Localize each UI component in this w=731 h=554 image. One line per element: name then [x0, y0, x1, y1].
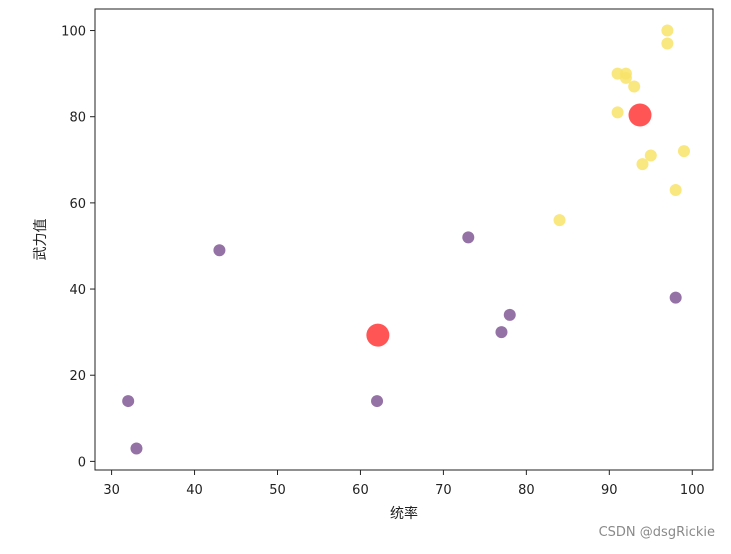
- x-tick-label: 30: [103, 483, 120, 498]
- y-tick-label: 80: [69, 111, 86, 126]
- y-axis-ticks: 0 20 40 60 80 100: [61, 25, 95, 470]
- y-axis-label: 武力值: [33, 219, 49, 261]
- plot-frame: [94, 8, 714, 471]
- scatter-point: [130, 442, 143, 455]
- scatter-point: [669, 183, 682, 196]
- scatter-point: [628, 103, 652, 127]
- scatter-point: [677, 145, 690, 158]
- watermark: CSDN @dsgRickie: [598, 525, 715, 540]
- scatter-point: [503, 308, 516, 321]
- x-tick-label: 70: [435, 483, 452, 498]
- x-axis-ticks: 30 40 50 60 70 80 90 100: [103, 470, 705, 498]
- y-tick-label: 0: [78, 455, 86, 470]
- y-tick-label: 100: [61, 25, 86, 40]
- scatter-point: [495, 326, 508, 339]
- x-axis-label: 统率: [390, 505, 418, 522]
- x-tick-label: 60: [352, 483, 369, 498]
- scatter-point: [619, 71, 632, 84]
- scatter-point: [628, 80, 641, 93]
- scatter-point: [611, 106, 624, 119]
- y-tick-label: 40: [69, 283, 86, 298]
- y-tick-label: 20: [69, 369, 86, 384]
- scatter-point: [636, 158, 649, 171]
- x-tick-label: 40: [186, 483, 203, 498]
- scatter-point: [553, 214, 566, 227]
- scatter-point: [462, 231, 475, 244]
- scatter-point: [122, 395, 135, 408]
- scatter-point: [669, 291, 682, 304]
- scatter-point: [213, 244, 226, 257]
- scatter-point: [661, 37, 674, 50]
- scatter-point: [371, 395, 384, 408]
- scatter-point: [644, 149, 657, 162]
- scatter-point: [661, 24, 674, 37]
- scatter-point: [366, 323, 390, 347]
- x-tick-label: 100: [680, 483, 705, 498]
- x-tick-label: 80: [518, 483, 535, 498]
- data-points: [122, 24, 690, 455]
- x-tick-label: 90: [601, 483, 618, 498]
- y-tick-label: 60: [69, 197, 86, 212]
- x-tick-label: 50: [269, 483, 286, 498]
